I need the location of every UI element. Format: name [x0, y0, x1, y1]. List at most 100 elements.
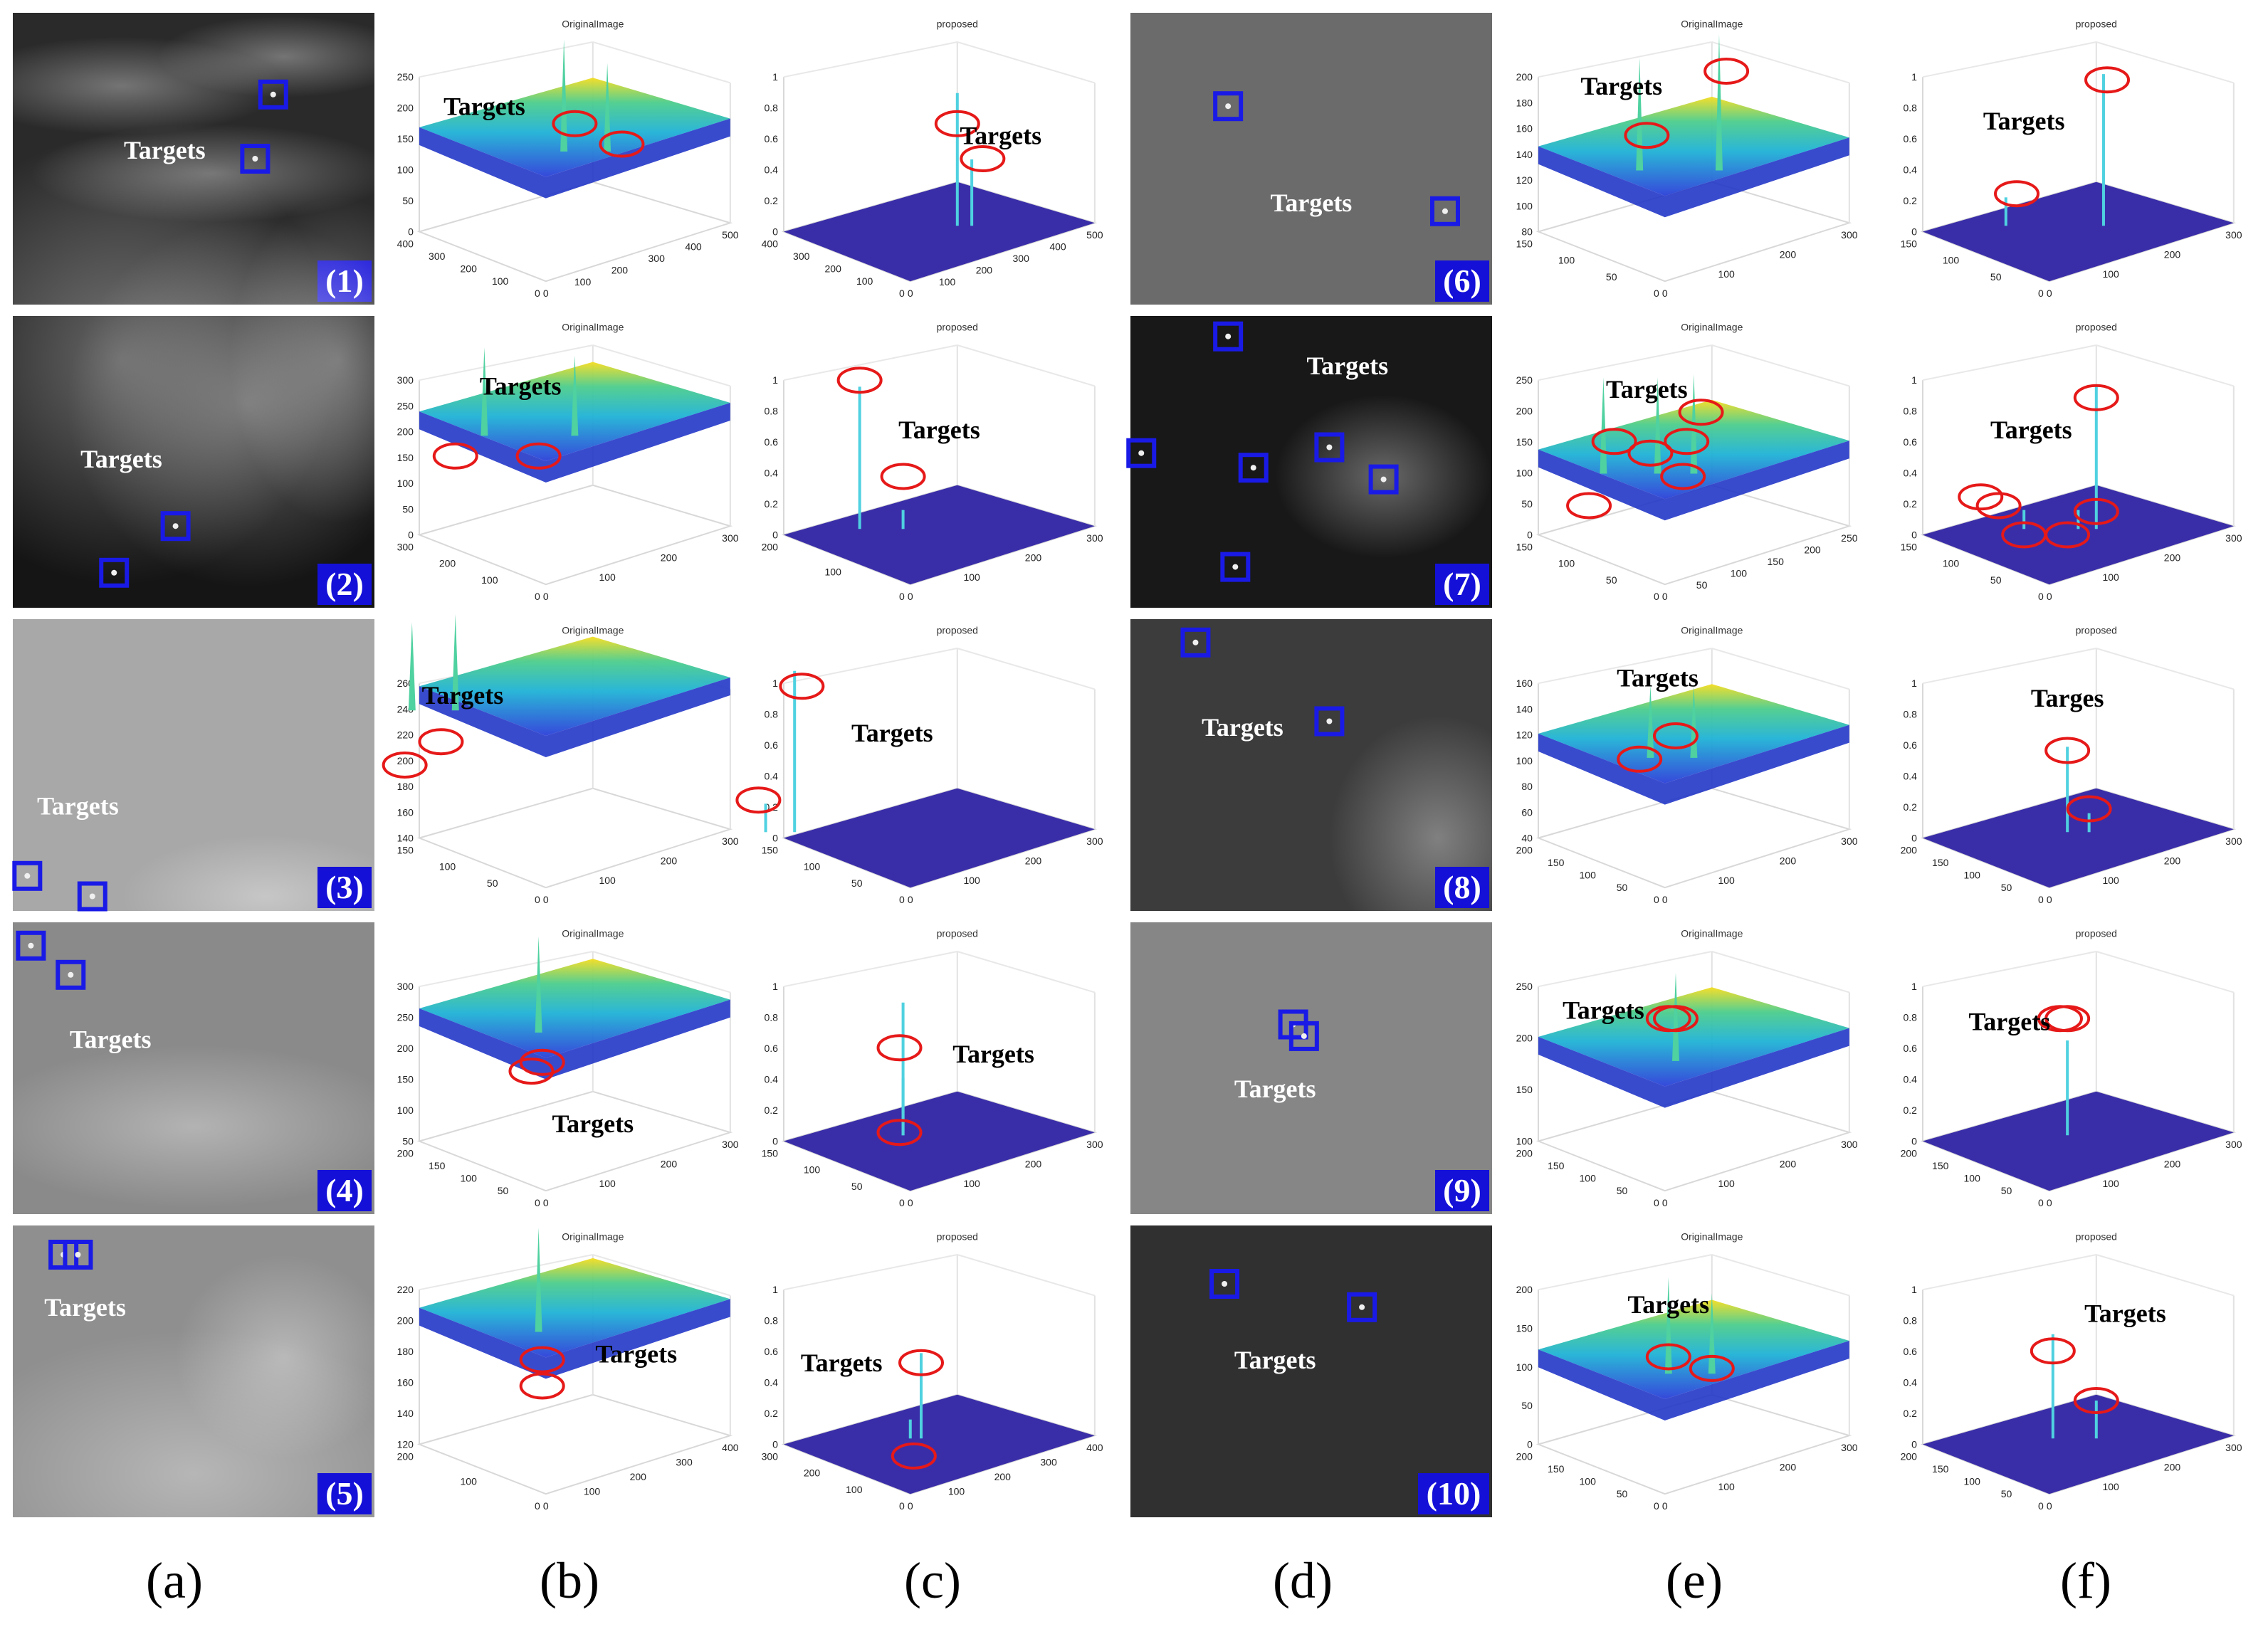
- panel-7-c-targets-label: Targets: [1990, 416, 2072, 444]
- panel-3-c-title: proposed: [937, 625, 978, 636]
- panel-7-b-target-circle-4: [1566, 492, 1612, 520]
- panel-6-c-target-circle-1: [1994, 180, 2040, 208]
- panel-6-b-x-tick-2: 100: [1558, 255, 1575, 266]
- panel-1-c-plane: [783, 181, 1095, 282]
- panel-9-b-y-tick-3: 300: [1841, 1139, 1858, 1150]
- panel-9-b-targets-label: Targets: [1563, 996, 1644, 1024]
- panel-4-a-index-label: (4): [325, 1172, 364, 1208]
- panel-9-b-z-tick-2: 200: [1516, 1033, 1533, 1044]
- panel-7-c-y-tick-2: 200: [2164, 552, 2181, 564]
- panel-2-a-index-badge: [317, 564, 372, 605]
- panel-9-c-plane: [1922, 1091, 2234, 1191]
- panel-7-a-target-box-0: [1213, 321, 1244, 352]
- panel-4-c-top-right: [957, 951, 1096, 993]
- panel-7-b-x-tick-2: 100: [1558, 558, 1575, 569]
- panel-2-b-target-circle-1: [515, 442, 562, 470]
- panel-1-a-target-dot-1: [252, 156, 258, 162]
- panel-1-b-y-tick-4: 400: [685, 241, 702, 253]
- panel-5-b-top-left: [419, 1254, 593, 1291]
- panel-7-c-y-tick-1: 100: [2102, 571, 2119, 583]
- panel-6-c-y-tick-2: 200: [2164, 249, 2181, 260]
- panel-8-c-z-tick-5: 1: [1911, 678, 1917, 689]
- panel-3-c-y-tick-2: 200: [1025, 855, 1042, 867]
- panel-2-b-y-tick-2: 200: [661, 552, 678, 564]
- panel-10-b-z-tick-2: 100: [1516, 1361, 1533, 1373]
- panel-1-b-x-tick-2: 200: [461, 263, 478, 274]
- panel-5-c-x-tick-1: 100: [846, 1484, 863, 1495]
- panel-2-b-surface-skirt: [419, 402, 730, 483]
- panel-5-b-x-tick-2: 200: [397, 1451, 414, 1462]
- panel-1-a-target-box-0: [258, 79, 288, 110]
- panel-1-b-z-tick-1: 50: [402, 195, 414, 206]
- panel-9-c-target-circle-1: [2044, 1005, 2091, 1033]
- panel-3-b-y-tick-1: 100: [599, 875, 616, 886]
- panel-2-c-targets-label: Targets: [898, 416, 980, 444]
- column-label-d: (d): [1273, 1552, 1333, 1609]
- panel-2-c-target-circle-1: [880, 463, 926, 490]
- panel-6-c-x-tick-3: 150: [1901, 238, 1918, 250]
- panel-6-b-targets-label: Targets: [1580, 72, 1662, 100]
- panel-3-b-y-tick-0: 0: [543, 894, 549, 905]
- panel-7-c-target-circle-0: [2073, 384, 2119, 411]
- panel-5-a-index-badge: [317, 1473, 372, 1514]
- panel-6-b-x-tick-1: 50: [1606, 271, 1617, 283]
- panel-5-c-z-tick-5: 1: [772, 1284, 778, 1295]
- panel-2-b-floor: [416, 484, 733, 586]
- panel-1-b-x-tick-3: 300: [429, 251, 446, 262]
- panel-4: Targets(4)OriginalImage50100150200250300…: [0, 922, 1103, 1214]
- panel-4-b-z-tick-3: 200: [397, 1043, 414, 1054]
- panel-5-c-y-tick-1: 100: [948, 1486, 965, 1497]
- panel-3-b-y-tick-2: 200: [661, 855, 678, 867]
- panel-8-a-index-label: (8): [1443, 869, 1481, 905]
- panel-1-b-z-tick-2: 100: [397, 164, 414, 176]
- panel-5-b-y-tick-4: 400: [722, 1442, 739, 1453]
- panel-3-c-x-tick-0: 0: [899, 894, 905, 905]
- panel-7-b-y-tick-1: 50: [1696, 579, 1708, 591]
- panel-5-b-z-tick-3: 180: [397, 1346, 414, 1357]
- panel-10-c-y-tick-3: 300: [2225, 1442, 2242, 1453]
- panel-7-b-target-circle-2: [1664, 428, 1710, 455]
- panel-9-b-surface-skirt: [1538, 1028, 1849, 1108]
- panel-5-a-target-dot-1: [75, 1252, 81, 1258]
- panel-6-b-target-circle-1: [1703, 58, 1750, 85]
- panel-1-c-y-tick-1: 100: [939, 276, 956, 288]
- panel-2-c-y-tick-1: 100: [963, 571, 980, 583]
- panel-1-c-y-tick-0: 0: [908, 288, 913, 299]
- panel-8-b-peak-0: [1647, 685, 1654, 758]
- panel-8-a-target-box-1: [1314, 706, 1345, 737]
- panel-5-c-y-tick-4: 400: [1086, 1442, 1103, 1453]
- panel-8-b-target-circle-1: [1653, 722, 1699, 749]
- panel-4-c-z-tick-1: 0.2: [764, 1105, 778, 1116]
- panel-8-b-z-tick-3: 100: [1516, 755, 1533, 766]
- panel-8: Targets(8)OriginalImage40608010012014016…: [1130, 619, 2242, 961]
- panel-3-c-y-tick-3: 300: [1086, 835, 1103, 847]
- panel-1-c-z-tick-0: 0: [772, 226, 778, 238]
- panel-6-c-title: proposed: [2076, 19, 2117, 30]
- panel-6-c-y-tick-0: 0: [2047, 288, 2052, 299]
- panel-7-b-y-tick-0: 0: [1662, 591, 1668, 602]
- panel-7-c-z-tick-2: 0.4: [1903, 468, 1917, 479]
- panel-8-b-targets-label: Targets: [1617, 663, 1699, 692]
- panel-8-b-z-tick-5: 140: [1516, 703, 1533, 715]
- panel-7-b-z-tick-4: 200: [1516, 406, 1533, 417]
- panel-1-c-z-tick-2: 0.4: [764, 164, 778, 176]
- panel-4-c-plane: [783, 1091, 1095, 1191]
- panel-4-c-targets-label: Targets: [952, 1040, 1034, 1068]
- panel-4-b-y-tick-2: 200: [661, 1159, 678, 1170]
- panel-10-c-z-tick-3: 0.6: [1903, 1346, 1917, 1357]
- panel-1-b-x-tick-0: 0: [535, 288, 540, 299]
- panel-9-c-z-tick-1: 0.2: [1903, 1105, 1917, 1116]
- panel-1-b-surface-skirt: [419, 118, 730, 199]
- panel-10-b-x-tick-1: 50: [1617, 1488, 1628, 1499]
- panel-5-b-surface: [419, 1258, 730, 1358]
- panel-6-b-top-right: [1711, 41, 1850, 84]
- panel-10-c-x-tick-1: 50: [2001, 1488, 2012, 1499]
- panel-8-c-x-tick-3: 150: [1932, 857, 1949, 868]
- panel-10-b-z-tick-4: 200: [1516, 1284, 1533, 1295]
- panel-6-c-top-right: [2096, 41, 2235, 84]
- panel-4-a-targets-label: Targets: [70, 1025, 152, 1053]
- panel-10: Targets(10)OriginalImage0501001502000100…: [1130, 1225, 2242, 1517]
- panel-8-a-target-dot-1: [1326, 718, 1333, 724]
- panel-2-c-target-circle-0: [836, 367, 883, 394]
